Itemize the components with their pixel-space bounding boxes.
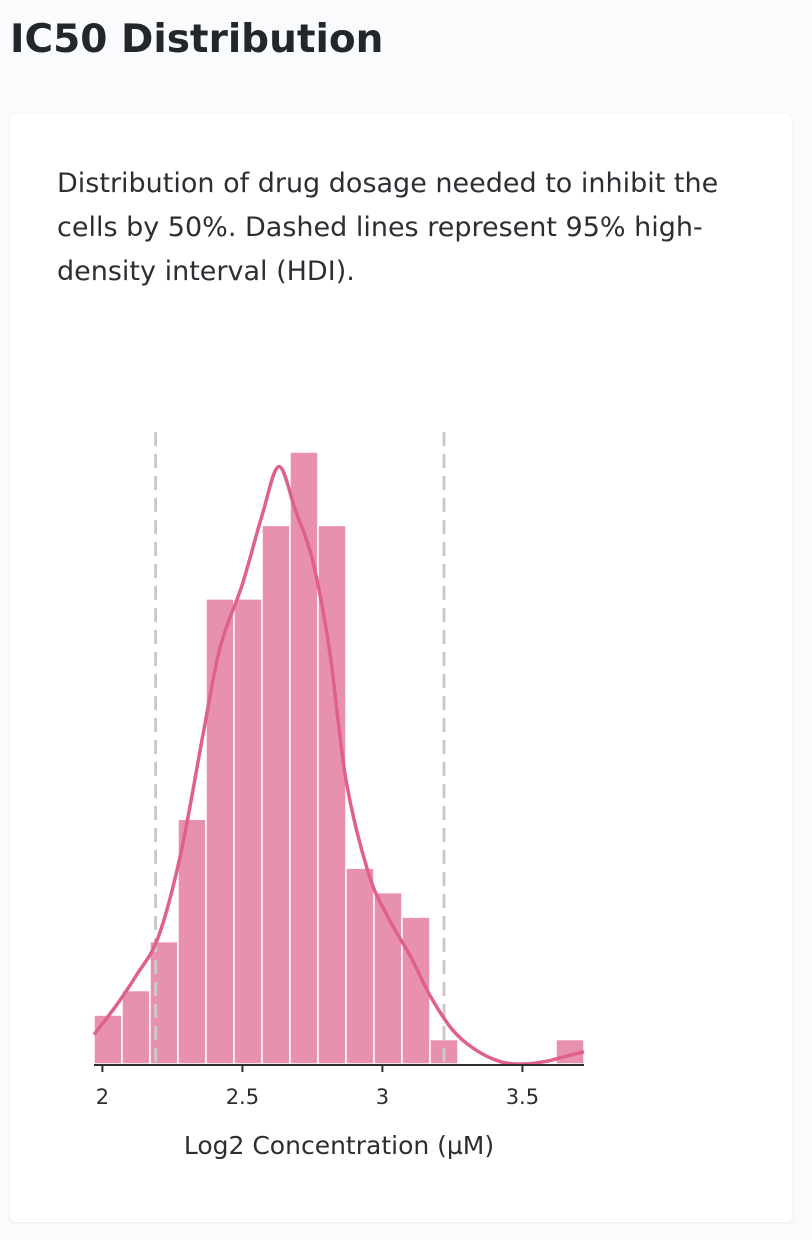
x-tick-label: 2.5	[226, 1085, 259, 1109]
x-tick-label: 3	[376, 1085, 389, 1109]
chart-description: Distribution of drug dosage needed to in…	[57, 168, 719, 287]
density-curve	[92, 464, 585, 1066]
x-tick-label: 3.5	[506, 1085, 539, 1109]
density-curve-layer	[92, 464, 585, 1066]
hdi-layer	[154, 432, 446, 1064]
histogram-bar	[261, 524, 291, 1065]
bars-layer	[93, 451, 585, 1065]
x-axis-label: Log2 Concentration (µM)	[184, 1131, 494, 1160]
chart-card: Distribution of drug dosage needed to in…	[10, 114, 792, 1222]
histogram-bar	[149, 940, 179, 1065]
x-tick-label: 2	[96, 1085, 109, 1109]
histogram-chart: 2 2.5 3 3.5 Log2 Concentration (µM)	[92, 432, 585, 1160]
histogram-bar	[121, 989, 151, 1065]
histogram-bar	[93, 1014, 123, 1065]
histogram-bar	[289, 451, 319, 1065]
histogram-bar	[205, 598, 235, 1065]
histogram-bar	[177, 818, 207, 1065]
histogram-bar	[233, 598, 263, 1065]
x-axis: 2 2.5 3 3.5	[94, 1064, 584, 1109]
page-title: IC50 Distribution	[10, 17, 384, 62]
histogram-bar	[345, 867, 375, 1065]
